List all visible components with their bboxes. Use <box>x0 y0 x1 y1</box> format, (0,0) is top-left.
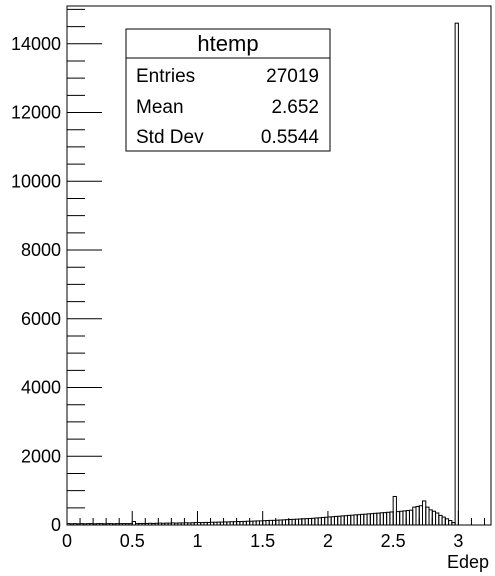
x-tick-label: 2 <box>323 531 333 551</box>
y-tick-label: 4000 <box>21 378 61 398</box>
stats-box-frame <box>125 28 331 152</box>
stats-mean-value: 2.652 <box>271 97 319 118</box>
y-tick-label: 2000 <box>21 446 61 466</box>
stats-entries-label: Entries <box>136 66 195 87</box>
y-tick-label: 12000 <box>11 103 61 123</box>
stats-box-title: htemp <box>197 31 258 56</box>
x-axis-title: Edep <box>447 552 489 572</box>
x-tick-label: 1 <box>192 531 202 551</box>
x-tick-label: 3 <box>453 531 463 551</box>
x-axis: 0 0.5 1 1.5 2 2.5 3 <box>62 511 485 551</box>
y-tick-label: 0 <box>51 515 61 535</box>
y-tick-label: 8000 <box>21 240 61 260</box>
plot-frame <box>66 5 492 526</box>
y-tick-label: 6000 <box>21 309 61 329</box>
y-tick-label: 10000 <box>11 171 61 191</box>
x-tick-label: 2.5 <box>381 531 406 551</box>
stats-mean-label: Mean <box>136 97 184 118</box>
stats-entries-value: 27019 <box>266 66 319 87</box>
y-tick-label: 14000 <box>11 34 61 54</box>
y-axis: 0 2000 4000 6000 8000 10000 12000 14000 <box>11 8 102 535</box>
x-tick-label: 0 <box>62 531 72 551</box>
x-tick-label: 0.5 <box>120 531 145 551</box>
x-tick-label: 1.5 <box>250 531 275 551</box>
stats-box: htemp Entries 27019 Mean 2.652 Std Dev 0… <box>125 28 331 152</box>
stats-stddev-label: Std Dev <box>136 127 204 148</box>
stats-stddev-value: 0.5544 <box>261 127 320 148</box>
